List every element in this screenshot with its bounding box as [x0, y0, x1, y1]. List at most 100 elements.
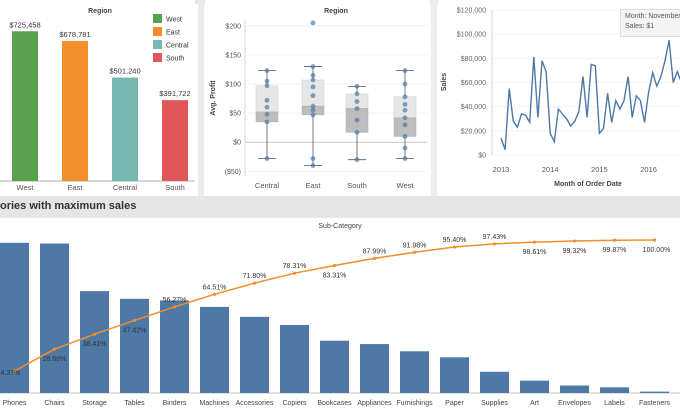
cumulative-label: 100.00% — [643, 247, 671, 254]
cumulative-label: 14.37% — [0, 370, 20, 377]
profit-box-chart: Region Avg. Profit ($50) $0 $50 $100 $150 $200 C… — [210, 8, 427, 190]
sales-tooltip: Month: November Sales: $1 — [620, 9, 680, 37]
box-upper — [301, 79, 325, 107]
region-sales-panel: Region $725,458 West $678,781 East $501,240 Ce… — [0, 0, 195, 196]
data-point — [402, 134, 408, 139]
cumulative-marker — [412, 250, 417, 254]
data-point — [310, 103, 316, 109]
y-tick-label: $0 — [478, 153, 486, 160]
bar-labels — [600, 387, 629, 393]
x-tick-label: Central — [113, 183, 138, 192]
x-tick-label: Supplies — [481, 400, 508, 407]
data-point — [264, 78, 270, 84]
bar-furnishings — [400, 351, 429, 393]
legend-swatch — [153, 27, 162, 36]
x-tick-label: 2014 — [542, 165, 559, 174]
data-point — [310, 20, 316, 26]
x-tick-label: South — [347, 181, 367, 190]
region-sales-chart: Region $725,458 West $678,781 East $501,240 Ce… — [0, 8, 195, 192]
cumulative-label: 64.51% — [203, 284, 227, 291]
bar-west — [12, 31, 38, 182]
legend-swatch — [153, 14, 162, 23]
data-point — [310, 93, 316, 99]
y-tick-label: $200 — [225, 23, 241, 30]
cumulative-label: 98.61% — [523, 249, 547, 256]
cumulative-label: 71.80% — [243, 273, 267, 280]
data-point — [402, 122, 408, 128]
data-point — [354, 129, 360, 135]
data-point — [354, 99, 360, 104]
data-point — [264, 156, 270, 161]
y-axis-title: Sales — [441, 73, 448, 91]
cumulative-label: 87.99% — [363, 248, 387, 255]
x-tick-label: Bookcases — [317, 400, 352, 407]
data-point — [354, 83, 360, 89]
cumulative-marker — [332, 263, 337, 268]
bar-value-label: $678,781 — [59, 30, 90, 39]
x-tick-label: West — [17, 183, 35, 192]
x-tick-label: 2016 — [640, 165, 657, 174]
y-tick-label: $150 — [225, 52, 241, 59]
chart-title: Region — [324, 8, 348, 15]
x-tick-label: Paper — [445, 400, 464, 407]
y-tick-label: ($50) — [225, 169, 241, 176]
chart-title: Region — [88, 8, 112, 15]
data-point — [310, 112, 316, 118]
bar-binders — [160, 300, 189, 393]
legend-swatch — [153, 53, 162, 62]
data-point — [310, 107, 316, 113]
cumulative-label: 99.32% — [563, 248, 587, 255]
data-point — [402, 68, 408, 74]
cumulative-marker — [572, 239, 577, 243]
data-point — [310, 163, 316, 168]
data-point — [354, 117, 360, 123]
y-tick-label: $0 — [233, 140, 241, 147]
data-point — [310, 156, 316, 161]
y-tick-label: $100 — [225, 82, 241, 89]
x-tick-label: Labels — [604, 400, 625, 407]
bar-fasteners — [640, 391, 669, 393]
bar-copiers — [280, 324, 309, 393]
data-point — [402, 107, 408, 113]
y-tick-label: $40,000 — [461, 104, 486, 111]
tooltip-month: Month: November — [625, 13, 680, 20]
x-tick-label: Storage — [82, 400, 107, 407]
cumulative-label: 91.98% — [403, 242, 427, 249]
x-tick-label: East — [67, 183, 83, 192]
data-point — [310, 84, 316, 90]
bar-storage — [80, 291, 109, 393]
data-point — [264, 104, 270, 110]
data-point — [264, 97, 270, 103]
data-point — [402, 102, 408, 107]
data-point — [264, 111, 270, 117]
bar-accessories — [240, 316, 269, 393]
cumulative-label: 97.43% — [483, 234, 507, 241]
legend-swatch — [153, 40, 162, 49]
tooltip-sales: Sales: $1 — [625, 23, 655, 30]
section-title: ories with maximum sales — [0, 200, 137, 212]
data-point — [402, 94, 408, 100]
y-tick-label: $50 — [229, 111, 241, 118]
data-point — [354, 157, 360, 163]
legend-entry: Central — [166, 43, 189, 50]
cumulative-marker — [92, 332, 97, 336]
cumulative-label: 83.31% — [323, 273, 347, 280]
bar-paper — [440, 357, 469, 393]
x-tick-label: East — [305, 181, 321, 190]
x-tick-label: Chairs — [44, 400, 65, 407]
bar-chairs — [40, 243, 69, 393]
cumulative-label: 47.42% — [123, 327, 147, 334]
pareto-chart: Sub-Category Phones Chairs Storage Tables Bin… — [0, 223, 680, 407]
cumulative-label: 28.66% — [43, 356, 67, 363]
y-tick-label: $80,000 — [461, 56, 486, 63]
bar-appliances — [360, 344, 389, 393]
x-tick-label: Fasteners — [639, 400, 671, 407]
y-axis-title: Avg. Profit — [210, 80, 217, 116]
x-tick-label: Appliances — [357, 400, 392, 407]
section-band — [0, 196, 680, 218]
data-point — [402, 156, 408, 161]
cumulative-marker — [52, 347, 57, 351]
bar-south — [162, 100, 188, 181]
cumulative-marker — [492, 242, 497, 246]
bar-value-label: $501,240 — [109, 67, 140, 76]
